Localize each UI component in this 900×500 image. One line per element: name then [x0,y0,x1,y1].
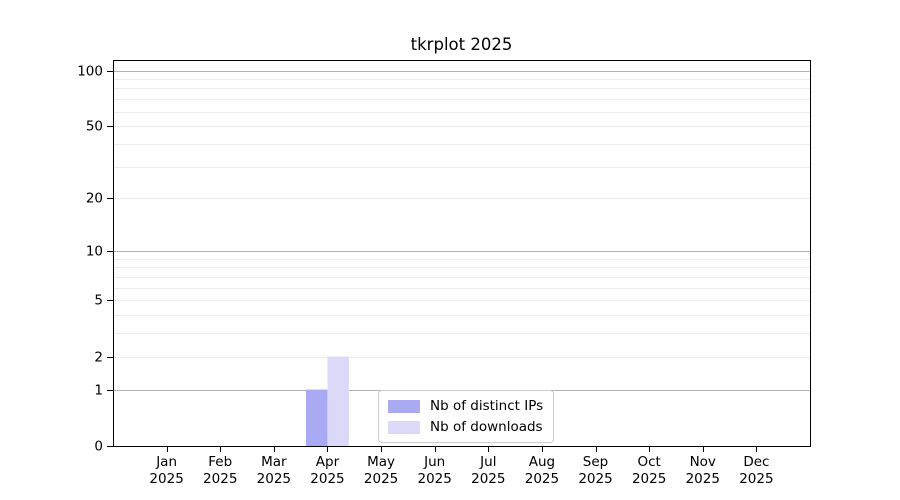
x-tick-label: Mar 2025 [257,454,291,487]
y-tick-label: 100 [77,64,103,80]
y-tick-label: 5 [94,293,103,309]
legend-label: Nb of downloads [430,419,543,435]
x-tick-label: Apr 2025 [310,454,344,487]
bar-nb-of-distinct-ips [306,389,328,446]
x-tick-label: Aug 2025 [525,454,559,487]
legend: Nb of distinct IPs Nb of downloads [378,390,555,443]
x-tick-label: May 2025 [364,454,398,487]
axes-border [113,60,811,447]
legend-label: Nb of distinct IPs [430,398,544,414]
x-tick-label: Nov 2025 [686,454,720,487]
x-tick-label: Sep 2025 [578,454,612,487]
y-tick-label: 1 [94,383,103,399]
x-tick-label: Feb 2025 [203,454,237,487]
legend-swatch-icon [388,420,420,434]
y-tick-label: 50 [86,119,103,135]
y-tick-label: 20 [86,191,103,207]
bar-nb-of-downloads [327,356,349,446]
legend-item: Nb of distinct IPs [388,397,543,415]
x-tick-label: Jan 2025 [149,454,183,487]
x-tick-label: Jun 2025 [418,454,452,487]
y-tick-label: 0 [94,439,103,455]
x-tick-label: Dec 2025 [739,454,773,487]
chart-title: tkrplot 2025 [410,35,513,54]
y-tick-label: 10 [86,244,103,260]
x-tick-label: Jul 2025 [471,454,505,487]
legend-item: Nb of downloads [388,418,543,436]
legend-swatch-icon [388,399,420,413]
x-tick-label: Oct 2025 [632,454,666,487]
y-tick-label: 2 [94,350,103,366]
